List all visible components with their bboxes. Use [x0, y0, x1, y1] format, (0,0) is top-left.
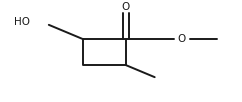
Text: O: O	[178, 34, 186, 44]
Text: O: O	[122, 2, 130, 12]
Text: HO: HO	[14, 17, 30, 27]
